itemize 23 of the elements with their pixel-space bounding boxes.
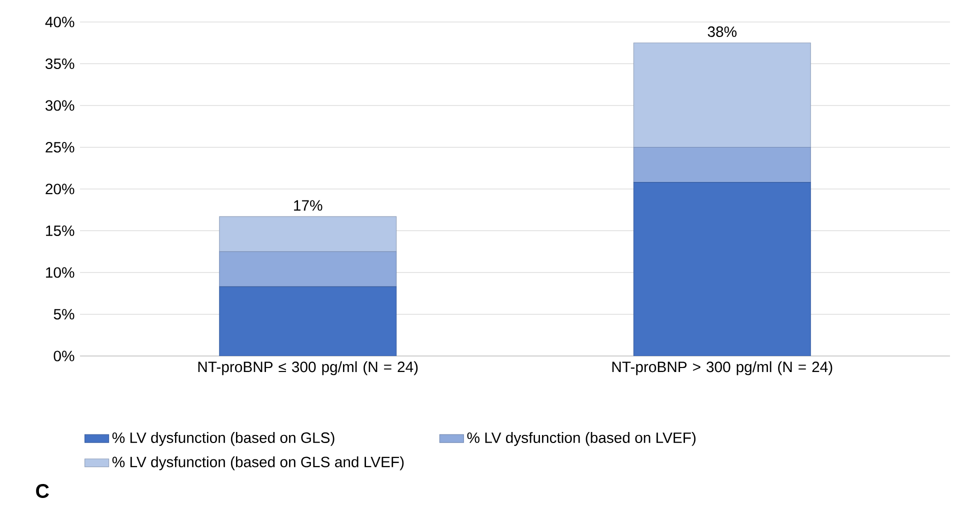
bar	[633, 182, 811, 356]
bar	[633, 146, 811, 183]
x-tick-label: NT-proBNP > 300 pg/ml (N = 24)	[612, 361, 832, 376]
y-tick-label: 20%	[46, 184, 74, 194]
legend-label: % LV dysfunction (based on LVEF)	[467, 432, 696, 446]
x-tick-label: NT-proBNP ≤ 300 pg/ml (N = 24)	[198, 361, 418, 376]
y-tick-label: 25%	[46, 142, 74, 153]
legend-label: % LV dysfunction (based on GLS)	[112, 432, 334, 446]
y-tick-label: 10%	[46, 267, 74, 278]
y-tick-label: 0%	[54, 350, 74, 362]
total-label: 38%	[708, 26, 737, 37]
y-tick-label: 15%	[46, 226, 74, 236]
bar	[633, 42, 811, 148]
y-tick-label: 35%	[46, 58, 74, 70]
bar	[219, 251, 397, 287]
text: C	[36, 484, 49, 498]
y-tick-label: 30%	[46, 100, 74, 111]
bar	[219, 216, 397, 252]
bar	[219, 286, 397, 356]
total-label: 17%	[294, 200, 322, 211]
y-tick-label: 5%	[54, 309, 74, 320]
legend-label: % LV dysfunction (based on GLS and LVEF)	[112, 456, 404, 470]
y-tick-label: 40%	[45, 16, 74, 28]
